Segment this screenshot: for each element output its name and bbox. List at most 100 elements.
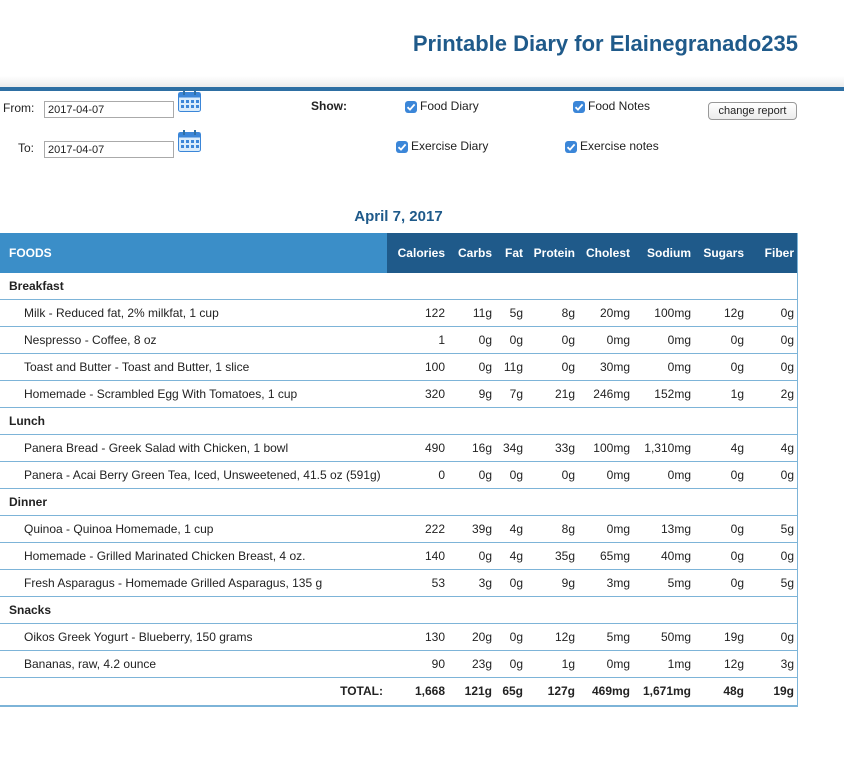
cell-calories: 90 — [387, 650, 449, 678]
cell-sodium: 5mg — [634, 569, 695, 597]
exercise-notes-label[interactable]: Exercise notes — [580, 139, 659, 153]
change-report-button[interactable]: change report — [708, 102, 797, 120]
cell-cholest: 0mg — [579, 326, 634, 354]
cell-cholest: 65mg — [579, 542, 634, 570]
cell-fiber: 0g — [748, 326, 798, 354]
cell-protein: 0g — [527, 326, 579, 354]
cell-fat: 0g — [496, 461, 527, 489]
page-title: Printable Diary for Elainegranado235 — [412, 31, 798, 56]
cell-sodium: 1mg — [634, 650, 695, 678]
cell-carbs: 20g — [449, 623, 496, 651]
header-divider — [0, 87, 844, 91]
cell-fat: 4g — [496, 542, 527, 570]
cell-protein: 21g — [527, 380, 579, 408]
total-row: TOTAL: 1,668 121g 65g 127g 469mg 1,671mg 48g 19g — [0, 678, 798, 705]
cell-fat: 7g — [496, 380, 527, 408]
meal-row: Breakfast — [0, 273, 798, 300]
total-label: TOTAL: — [340, 684, 383, 698]
cell-calories: 130 — [387, 623, 449, 651]
cell-fiber: 2g — [748, 380, 798, 408]
food-name: Panera - Acai Berry Green Tea, Iced, Uns… — [0, 461, 387, 489]
column-header-protein: Protein — [527, 233, 579, 273]
cell-sugars: 12g — [695, 299, 748, 327]
cell-sodium: 0mg — [634, 461, 695, 489]
cell-sodium: 50mg — [634, 623, 695, 651]
total-cholest: 469mg — [591, 684, 630, 698]
cell-cholest: 0mg — [579, 650, 634, 678]
exercise-diary-label[interactable]: Exercise Diary — [411, 139, 489, 153]
cell-protein: 8g — [527, 515, 579, 543]
cell-cholest: 0mg — [579, 461, 634, 489]
column-header-cholest: Cholest — [579, 233, 634, 273]
table-header-row: FOODS Calories Carbs Fat Protein Cholest… — [0, 233, 798, 273]
cell-fiber: 4g — [748, 434, 798, 462]
cell-carbs: 16g — [449, 434, 496, 462]
cell-carbs: 11g — [449, 299, 496, 327]
from-label: From: — [3, 101, 35, 115]
cell-fiber: 0g — [748, 353, 798, 381]
cell-sugars: 0g — [695, 542, 748, 570]
cell-protein: 35g — [527, 542, 579, 570]
column-header-fat: Fat — [496, 233, 527, 273]
food-name: Homemade - Grilled Marinated Chicken Bre… — [0, 542, 387, 570]
cell-fiber: 0g — [748, 461, 798, 489]
cell-cholest: 0mg — [579, 515, 634, 543]
cell-calories: 0 — [387, 461, 449, 489]
table-row: Fresh Asparagus - Homemade Grilled Aspar… — [0, 569, 798, 597]
check-icon — [397, 143, 407, 151]
cell-calories: 222 — [387, 515, 449, 543]
cell-protein: 9g — [527, 569, 579, 597]
calendar-icon[interactable] — [178, 130, 201, 152]
from-date-input[interactable] — [44, 101, 174, 118]
exercise-diary-checkbox[interactable] — [396, 141, 408, 153]
meal-row: Lunch — [0, 407, 798, 435]
food-name: Panera Bread - Greek Salad with Chicken,… — [0, 434, 387, 462]
cell-cholest: 3mg — [579, 569, 634, 597]
food-diary-label[interactable]: Food Diary — [420, 99, 479, 113]
check-icon — [574, 103, 584, 111]
cell-calories: 1 — [387, 326, 449, 354]
to-label: To: — [18, 141, 35, 155]
food-diary-checkbox[interactable] — [405, 101, 417, 113]
total-calories: 1,668 — [414, 684, 445, 698]
food-name: Toast and Butter - Toast and Butter, 1 s… — [0, 353, 387, 381]
column-header-fiber: Fiber — [748, 233, 798, 273]
cell-sugars: 0g — [695, 569, 748, 597]
calendar-icon[interactable] — [178, 90, 201, 112]
cell-fat: 0g — [496, 569, 527, 597]
to-date-input[interactable] — [44, 141, 174, 158]
table-row: Nespresso - Coffee, 8 oz 1 0g 0g 0g 0mg 0mg 0g 0… — [0, 326, 798, 354]
cell-protein: 12g — [527, 623, 579, 651]
meal-name: Dinner — [0, 488, 798, 516]
food-name: Milk - Reduced fat, 2% milkfat, 1 cup — [0, 299, 387, 327]
cell-fat: 4g — [496, 515, 527, 543]
food-name: Nespresso - Coffee, 8 oz — [0, 326, 387, 354]
cell-fiber: 5g — [748, 569, 798, 597]
cell-sugars: 4g — [695, 434, 748, 462]
column-header-foods: FOODS — [0, 233, 387, 273]
cell-sugars: 0g — [695, 353, 748, 381]
cell-carbs: 9g — [449, 380, 496, 408]
check-icon — [406, 103, 416, 111]
food-name: Fresh Asparagus - Homemade Grilled Aspar… — [0, 569, 387, 597]
cell-sugars: 0g — [695, 326, 748, 354]
column-header-carbs: Carbs — [449, 233, 496, 273]
meal-name: Breakfast — [0, 273, 798, 300]
total-sodium: 1,671mg — [642, 684, 691, 698]
cell-carbs: 0g — [449, 542, 496, 570]
food-diary-table: FOODS Calories Carbs Fat Protein Cholest… — [0, 233, 798, 704]
exercise-notes-checkbox[interactable] — [565, 141, 577, 153]
food-notes-checkbox[interactable] — [573, 101, 585, 113]
cell-carbs: 0g — [449, 326, 496, 354]
cell-fat: 11g — [496, 353, 527, 381]
food-notes-label[interactable]: Food Notes — [588, 99, 651, 113]
cell-carbs: 3g — [449, 569, 496, 597]
table-row: Toast and Butter - Toast and Butter, 1 s… — [0, 353, 798, 381]
cell-sodium: 13mg — [634, 515, 695, 543]
cell-carbs: 39g — [449, 515, 496, 543]
cell-sugars: 0g — [695, 515, 748, 543]
cell-sodium: 100mg — [634, 299, 695, 327]
cell-calories: 320 — [387, 380, 449, 408]
table-row: Homemade - Grilled Marinated Chicken Bre… — [0, 542, 798, 570]
table-row: Panera Bread - Greek Salad with Chicken,… — [0, 434, 798, 462]
